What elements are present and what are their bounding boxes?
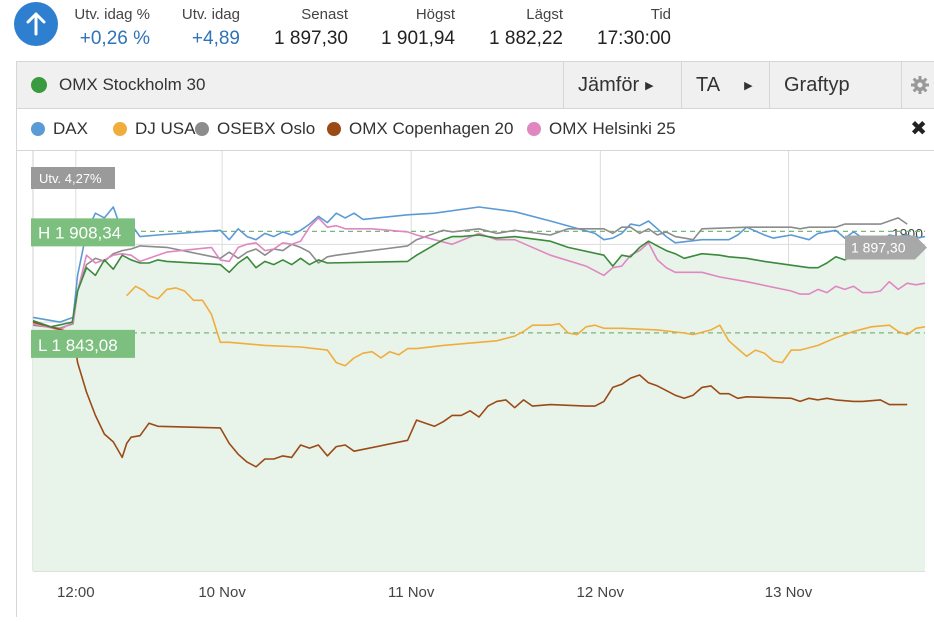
instrument-color-dot [31,77,47,93]
legend-item[interactable]: OMX Copenhagen 20 [327,108,513,150]
stat-2: Senast 1 897,30 [274,6,348,54]
triangle-right-icon: ▶ [744,79,753,92]
high-label: H 1 908,34 [38,223,121,242]
stat-value: +4,89 [191,28,240,49]
x-tick-label: 13 Nov [765,584,813,601]
series-line-omx-copenhagen-20 [32,321,908,468]
change-badge-text: Utv. 4,27% [39,171,102,186]
instrument-name: OMX Stockholm 30 [59,75,206,94]
stat-value: 1 882,22 [489,28,563,49]
legend-swatch [31,122,45,136]
last-value-label: 1 897,30 [851,240,906,256]
series-line-dax [32,206,926,323]
legend-label: DAX [53,119,88,138]
x-tick-label: 10 Nov [198,584,246,601]
stat-label: Tid [650,6,671,23]
high-label-box [31,218,135,247]
chart-legend: DAX DJ USA OSEBX Oslo OMX Copenhagen 20 OMX … [16,108,934,151]
close-icon[interactable]: ✖ [910,118,927,140]
series-line-dj-usa [126,285,926,367]
series-line-omx-helsinki-25 [32,217,926,331]
legend-swatch [327,122,341,136]
legend-label: OSEBX Oslo [217,119,316,138]
compare-label: Jämför [578,73,640,96]
arrow-up-icon [26,12,46,36]
stat-3: Högst 1 901,94 [381,6,455,54]
quote-header: Utv. idag % +0,26 % Utv. idag +4,89 Senast 1 … [0,0,934,58]
last-value-tag [845,235,927,260]
stat-4: Lägst 1 882,22 [489,6,563,54]
x-tick-label: 12 Nov [577,584,625,601]
legend-label: DJ USA [135,119,196,138]
chart-type-button[interactable]: Graftyp [769,62,901,108]
ta-button[interactable]: TA ▶ [681,62,769,108]
gear-icon [911,76,929,94]
stat-value: 1 901,94 [381,28,455,49]
stat-1: Utv. idag +4,89 [182,6,240,54]
chart-toolbar: OMX Stockholm 30 Jämför ▶ TA ▶ Graftyp [16,61,934,109]
x-tick-label: 12:00 [57,584,95,601]
triangle-right-icon: ▶ [645,79,654,92]
stat-label: Utv. idag % [74,6,150,23]
series-line-osebx-oslo [32,217,908,330]
legend-item[interactable]: DAX [31,108,88,150]
stat-label: Senast [301,6,348,23]
main-series-line [32,234,926,328]
legend-label: OMX Copenhagen 20 [349,119,514,138]
legend-swatch [527,122,541,136]
stat-0: Utv. idag % +0,26 % [74,6,150,54]
settings-button[interactable] [901,62,934,108]
legend-swatch [113,122,127,136]
legend-item[interactable]: OSEBX Oslo [195,108,315,150]
stat-value: +0,26 % [79,28,150,49]
legend-item[interactable]: DJ USA [113,108,195,150]
stat-label: Högst [415,6,455,23]
legend-item[interactable]: OMX Helsinki 25 [527,108,676,150]
legend-label: OMX Helsinki 25 [549,119,676,138]
main-series-area [33,235,925,571]
stat-value: 17:30:00 [597,28,671,49]
compare-button[interactable]: Jämför ▶ [563,62,681,108]
x-tick-label: 11 Nov [388,584,435,601]
legend-swatch [195,122,209,136]
stat-value: 1 897,30 [274,28,348,49]
stat-label: Lägst [526,6,563,23]
low-label: L 1 843,08 [38,336,118,355]
ta-label: TA [696,73,721,96]
chart-type-label: Graftyp [784,73,850,96]
instrument-selector[interactable]: OMX Stockholm 30 [31,62,205,108]
trend-up-button[interactable] [14,2,58,46]
stat-label: Utv. idag [181,6,240,23]
stat-5: Tid 17:30:00 [597,6,671,54]
low-label-box [31,329,135,358]
change-badge [31,167,115,189]
